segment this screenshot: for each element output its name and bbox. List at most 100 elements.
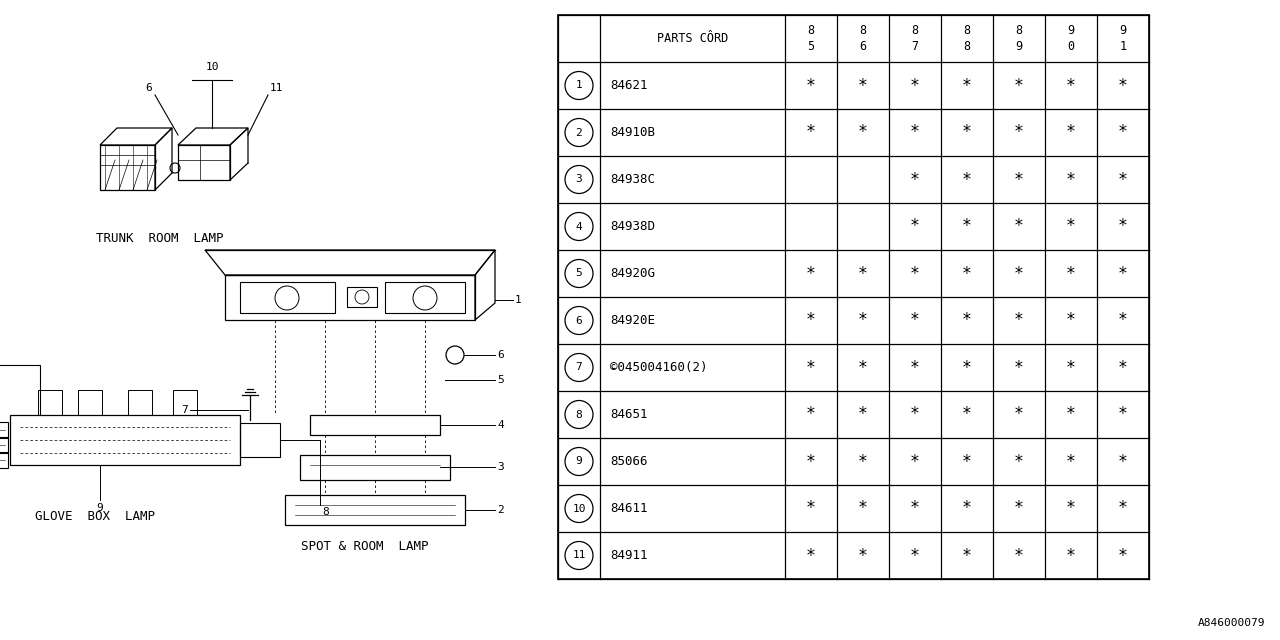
Text: *: * <box>858 547 868 564</box>
Text: 8: 8 <box>576 410 582 419</box>
Text: 8: 8 <box>323 507 329 517</box>
Text: *: * <box>1066 358 1076 376</box>
Text: 85066: 85066 <box>611 455 648 468</box>
Text: *: * <box>858 264 868 282</box>
Text: *: * <box>1014 406 1024 424</box>
Text: *: * <box>1066 312 1076 330</box>
Text: 2: 2 <box>576 127 582 138</box>
Text: *: * <box>806 77 817 95</box>
Text: 10: 10 <box>205 62 219 72</box>
Text: *: * <box>806 312 817 330</box>
Text: PARTS CÔRD: PARTS CÔRD <box>657 32 728 45</box>
Text: *: * <box>1117 547 1128 564</box>
Text: *: * <box>858 452 868 470</box>
Text: 7: 7 <box>182 405 188 415</box>
Text: *: * <box>963 547 972 564</box>
Text: *: * <box>1014 170 1024 189</box>
Text: 5: 5 <box>576 269 582 278</box>
Text: *: * <box>806 499 817 518</box>
Text: *: * <box>1117 358 1128 376</box>
Text: *: * <box>858 358 868 376</box>
Text: *: * <box>1014 358 1024 376</box>
Text: *: * <box>1066 406 1076 424</box>
Text: *: * <box>910 547 920 564</box>
Text: 4: 4 <box>497 420 504 430</box>
Text: *: * <box>1014 218 1024 236</box>
Text: 11: 11 <box>572 550 586 561</box>
Text: 1: 1 <box>576 81 582 90</box>
Text: 9
0: 9 0 <box>1068 24 1075 52</box>
Text: 84911: 84911 <box>611 549 648 562</box>
Text: 6: 6 <box>576 316 582 326</box>
Text: *: * <box>910 218 920 236</box>
Text: 9: 9 <box>576 456 582 467</box>
Text: *: * <box>858 77 868 95</box>
Text: ©045004160(2): ©045004160(2) <box>611 361 708 374</box>
Text: *: * <box>1066 77 1076 95</box>
Text: 8
6: 8 6 <box>859 24 867 52</box>
Text: *: * <box>1066 218 1076 236</box>
Text: *: * <box>963 170 972 189</box>
Text: *: * <box>910 358 920 376</box>
Text: *: * <box>1066 124 1076 141</box>
Text: 11: 11 <box>270 83 283 93</box>
Text: 84920G: 84920G <box>611 267 655 280</box>
Text: *: * <box>1117 406 1128 424</box>
Text: *: * <box>1066 547 1076 564</box>
Text: *: * <box>806 358 817 376</box>
Text: *: * <box>806 547 817 564</box>
Text: *: * <box>806 264 817 282</box>
Text: 5: 5 <box>497 375 504 385</box>
Text: 84938C: 84938C <box>611 173 655 186</box>
Text: 8
7: 8 7 <box>911 24 919 52</box>
Text: *: * <box>1066 264 1076 282</box>
Text: *: * <box>1117 77 1128 95</box>
Text: *: * <box>1066 452 1076 470</box>
Text: *: * <box>963 124 972 141</box>
Text: *: * <box>858 124 868 141</box>
Text: *: * <box>963 77 972 95</box>
Text: *: * <box>1117 499 1128 518</box>
Text: *: * <box>963 264 972 282</box>
Text: 84910B: 84910B <box>611 126 655 139</box>
Text: *: * <box>1014 77 1024 95</box>
Text: *: * <box>910 170 920 189</box>
Text: 3: 3 <box>497 462 504 472</box>
Text: 84621: 84621 <box>611 79 648 92</box>
Text: *: * <box>1014 452 1024 470</box>
Text: 84938D: 84938D <box>611 220 655 233</box>
Text: *: * <box>806 124 817 141</box>
Text: 8
9: 8 9 <box>1015 24 1023 52</box>
Text: 84611: 84611 <box>611 502 648 515</box>
Text: *: * <box>963 358 972 376</box>
Text: 6: 6 <box>497 350 504 360</box>
Text: TRUNK  ROOM  LAMP: TRUNK ROOM LAMP <box>96 232 224 245</box>
Text: *: * <box>1066 170 1076 189</box>
Text: *: * <box>1117 452 1128 470</box>
Text: *: * <box>806 452 817 470</box>
Text: *: * <box>1117 312 1128 330</box>
Text: *: * <box>963 312 972 330</box>
Text: 1: 1 <box>515 295 522 305</box>
Text: 3: 3 <box>576 175 582 184</box>
Text: *: * <box>1014 499 1024 518</box>
Text: *: * <box>910 406 920 424</box>
Text: 9: 9 <box>96 503 104 513</box>
Text: *: * <box>963 406 972 424</box>
Text: GLOVE  BOX  LAMP: GLOVE BOX LAMP <box>35 510 155 523</box>
Text: *: * <box>910 312 920 330</box>
Text: 2: 2 <box>497 505 504 515</box>
Text: A846000079: A846000079 <box>1198 618 1265 628</box>
Text: *: * <box>910 77 920 95</box>
Text: 4: 4 <box>576 221 582 232</box>
Text: SPOT & ROOM  LAMP: SPOT & ROOM LAMP <box>301 540 429 553</box>
Text: *: * <box>858 406 868 424</box>
Text: *: * <box>1014 547 1024 564</box>
Text: *: * <box>1117 264 1128 282</box>
Text: *: * <box>910 264 920 282</box>
Text: *: * <box>963 452 972 470</box>
Text: *: * <box>963 499 972 518</box>
Text: *: * <box>1014 264 1024 282</box>
Text: 8
8: 8 8 <box>964 24 970 52</box>
Text: *: * <box>910 452 920 470</box>
